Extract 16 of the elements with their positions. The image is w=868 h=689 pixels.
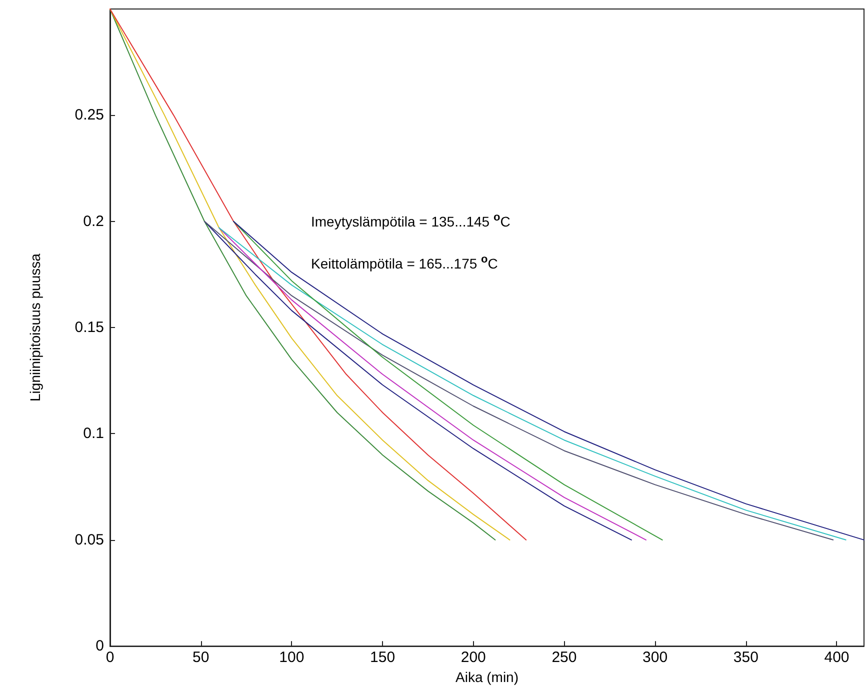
- x-tick-label: 400: [824, 649, 850, 666]
- y-tick-label: 0.05: [74, 531, 104, 548]
- x-tick-label: 300: [642, 649, 668, 666]
- y-tick-label: 0: [96, 638, 104, 655]
- x-tick-label: 350: [733, 649, 758, 666]
- y-tick-label: 0.15: [74, 319, 104, 336]
- x-tick-label: 50: [192, 649, 210, 666]
- x-tick-label: 150: [370, 649, 396, 666]
- y-tick-label: 0.1: [83, 425, 104, 442]
- x-tick-label: 250: [552, 649, 577, 666]
- y-tick-label: 0.2: [83, 212, 104, 230]
- x-tick-label: 200: [460, 649, 486, 666]
- y-tick-label: 0.25: [74, 106, 104, 124]
- x-axis-title: Aika (min): [455, 669, 519, 685]
- y-axis-title: Ligniinipitoisuus puussa: [27, 253, 43, 402]
- x-tick-label: 100: [279, 649, 304, 666]
